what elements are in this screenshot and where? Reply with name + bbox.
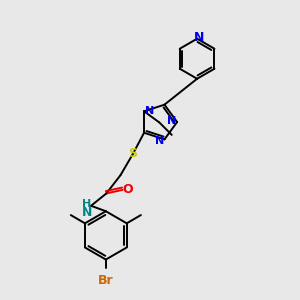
Text: N: N xyxy=(145,106,154,116)
Text: N: N xyxy=(194,31,204,44)
Text: N: N xyxy=(154,136,164,146)
Text: O: O xyxy=(123,183,133,196)
Text: Br: Br xyxy=(98,274,114,287)
Text: N: N xyxy=(167,116,176,126)
Text: N: N xyxy=(82,206,92,219)
Text: H: H xyxy=(82,199,92,209)
Text: S: S xyxy=(128,148,137,160)
